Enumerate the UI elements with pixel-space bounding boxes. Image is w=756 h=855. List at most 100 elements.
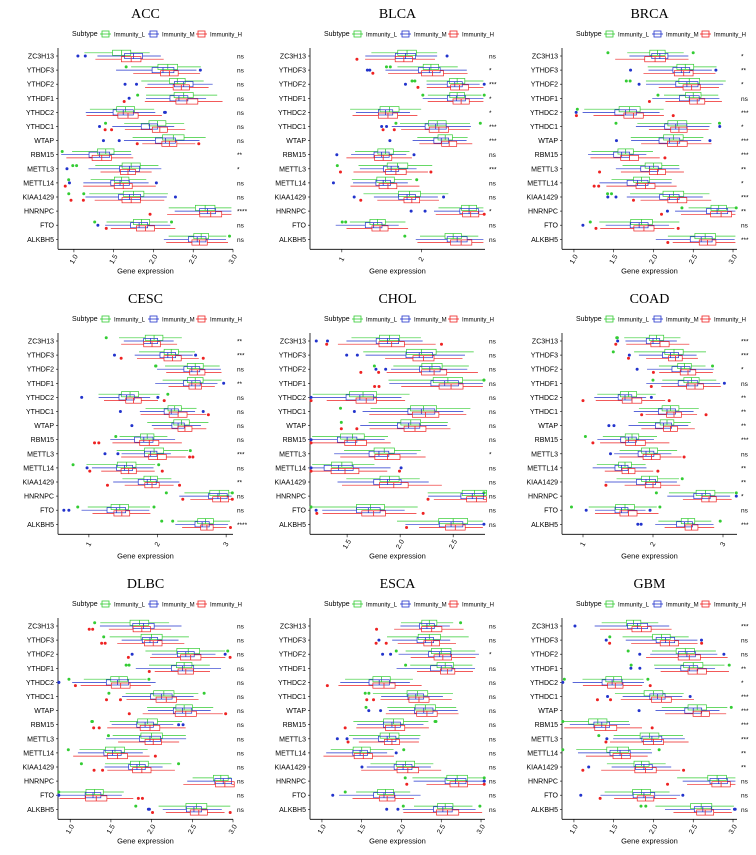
box-immunity_h: [658, 84, 719, 91]
outlier-point: [62, 508, 66, 512]
box-immunity_l: [145, 405, 197, 412]
box-immunity_m: [629, 665, 716, 672]
outlier-point: [402, 748, 406, 752]
gene-label: ALKBH5: [279, 522, 306, 529]
box-immunity_l: [588, 219, 680, 225]
outlier-point: [164, 491, 168, 495]
outlier-point: [616, 339, 620, 343]
outlier-point: [608, 641, 612, 645]
significance-label: ns: [237, 82, 245, 89]
box-immunity_h: [145, 84, 209, 91]
box-immunity_l: [626, 648, 716, 654]
box-immunity_m: [604, 637, 703, 644]
legend-label: Immunity_H: [714, 318, 746, 324]
box-immunity_h: [591, 439, 670, 446]
gene-label: YTHDF2: [279, 82, 306, 89]
box-immunity_m: [118, 408, 205, 415]
box-immunity_l: [608, 633, 689, 640]
significance-label: ***: [741, 152, 749, 159]
box-immunity_h: [153, 425, 207, 432]
significance-label: **: [237, 339, 243, 346]
box-immunity_m: [615, 165, 680, 172]
outlier-point: [346, 740, 350, 744]
outlier-point: [381, 652, 385, 656]
outlier-point: [146, 807, 150, 811]
legend: Subtype Immunity_L Immunity_M Immunity_H: [324, 600, 494, 609]
box-immunity_h: [95, 56, 164, 63]
significance-label: ns: [489, 395, 497, 402]
gene-label: YTHDC1: [530, 124, 558, 131]
box-immunity_l: [583, 433, 657, 440]
box-immunity_h: [594, 510, 659, 517]
outlier-point: [363, 691, 367, 695]
outlier-point: [409, 209, 413, 213]
outlier-point: [87, 627, 91, 631]
outlier-point: [608, 635, 612, 639]
outlier-point: [421, 511, 425, 515]
box-immunity_m: [85, 464, 154, 471]
outlier-point: [680, 206, 684, 210]
outlier-point: [191, 455, 195, 459]
gene-label: ZC3H13: [28, 624, 54, 631]
outlier-point: [178, 483, 182, 487]
outlier-point: [371, 71, 375, 75]
box-immunity_m: [422, 95, 484, 102]
outlier-point: [76, 54, 80, 58]
outlier-point: [412, 153, 416, 157]
box-immunity_l: [614, 120, 721, 127]
gene-label: METTL14: [23, 180, 54, 187]
outlier-point: [152, 505, 156, 509]
outlier-point: [124, 65, 128, 69]
gene-label: HNRNPC: [24, 494, 54, 501]
box-immunity_m: [57, 792, 122, 799]
chart-panel-dlbc: DLBC Subtype Immunity_L Immunity_M Immunity_…: [22, 577, 244, 845]
box-immunity_l: [116, 447, 192, 454]
significance-label: ***: [237, 353, 245, 360]
gene-label: YTHDF2: [27, 367, 54, 374]
outlier-point: [433, 720, 437, 723]
box-immunity_l: [346, 475, 420, 482]
legend-label: Immunity_M: [666, 318, 699, 324]
chart-title: BRCA: [630, 7, 669, 22]
outlier-point: [482, 212, 486, 216]
outlier-point: [153, 754, 157, 758]
box-immunity_m: [388, 137, 467, 144]
significance-label: ns: [237, 508, 245, 515]
box-immunity_m: [57, 679, 156, 686]
outlier-point: [647, 100, 651, 103]
significance-label: ns: [489, 793, 497, 800]
box-immunity_l: [371, 49, 438, 56]
outlier-point: [92, 768, 96, 772]
outlier-point: [90, 720, 94, 723]
outlier-point: [325, 339, 329, 343]
gene-label: KIAA1429: [526, 765, 558, 772]
outlier-point: [163, 110, 167, 114]
outlier-point: [650, 726, 654, 730]
x-tick-label: 2.0: [648, 823, 659, 835]
box-immunity_l: [562, 676, 650, 683]
box-immunity_l: [611, 176, 672, 183]
significance-label: *: [489, 652, 492, 659]
outlier-point: [638, 652, 642, 656]
outlier-point: [325, 684, 329, 688]
outlier-point: [718, 519, 722, 523]
gene-label: WTAP: [34, 138, 54, 145]
outlier-point: [606, 51, 610, 55]
x-tick-label: 1.0: [65, 823, 76, 835]
legend-title: Subtype: [324, 601, 350, 608]
box-immunity_h: [309, 468, 402, 475]
box-immunity_l: [309, 504, 418, 510]
x-tick-label: 2: [418, 256, 426, 263]
significance-label: **: [741, 423, 747, 430]
x-tick-label: 2.5: [448, 538, 459, 550]
outlier-point: [581, 223, 585, 227]
significance-label: ns: [741, 779, 749, 786]
outlier-point: [415, 178, 419, 182]
outlier-point: [315, 511, 319, 515]
significance-label: ns: [489, 465, 497, 472]
outlier-point: [644, 804, 648, 808]
outlier-point: [711, 364, 715, 368]
outlier-point: [640, 413, 644, 417]
gene-label: KIAA1429: [274, 480, 306, 487]
box-immunity_h: [614, 341, 690, 348]
